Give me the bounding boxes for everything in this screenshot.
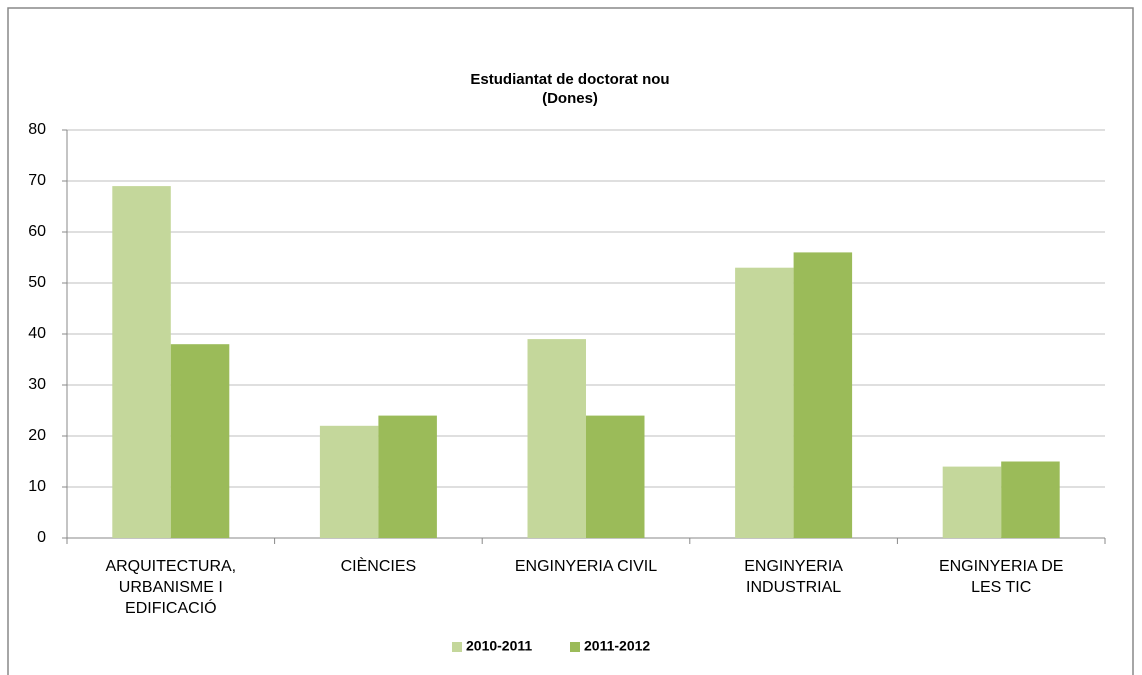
bar [942, 466, 1002, 538]
bar [527, 339, 586, 538]
bar [586, 415, 645, 538]
x-tick-label: CIÈNCIES [340, 558, 417, 575]
bar [1001, 461, 1060, 538]
y-tick-label: 20 [28, 427, 46, 444]
bar [319, 425, 379, 538]
bar [170, 344, 230, 538]
y-tick-label: 10 [28, 478, 46, 495]
x-tick-label: ENGINYERIA CIVIL [514, 558, 658, 575]
bar [378, 415, 437, 538]
chart-title: Estudiantat de doctorat nou [470, 71, 669, 88]
y-tick-label: 70 [28, 172, 46, 189]
y-tick-label: 80 [28, 121, 46, 138]
bar [112, 186, 171, 538]
x-tick-label: ARQUITECTURA, URBANISME I EDIFICACIÓ [105, 558, 237, 617]
legend-label: 2010-2011 [466, 638, 532, 654]
legend-swatch [452, 642, 462, 652]
bar [735, 267, 794, 538]
legend-label: 2011-2012 [584, 638, 650, 654]
bar [793, 252, 853, 538]
y-tick-label: 60 [28, 223, 46, 240]
x-tick-label: ENGINYERIA DE LES TIC [938, 558, 1064, 596]
y-tick-label: 0 [37, 529, 46, 546]
y-tick-label: 40 [28, 325, 46, 342]
legend-swatch [570, 642, 580, 652]
y-tick-label: 30 [28, 376, 46, 393]
y-tick-label: 50 [28, 274, 46, 291]
x-tick-label: ENGINYERIA INDUSTRIAL [744, 558, 843, 596]
chart-subtitle: (Dones) [542, 90, 598, 107]
